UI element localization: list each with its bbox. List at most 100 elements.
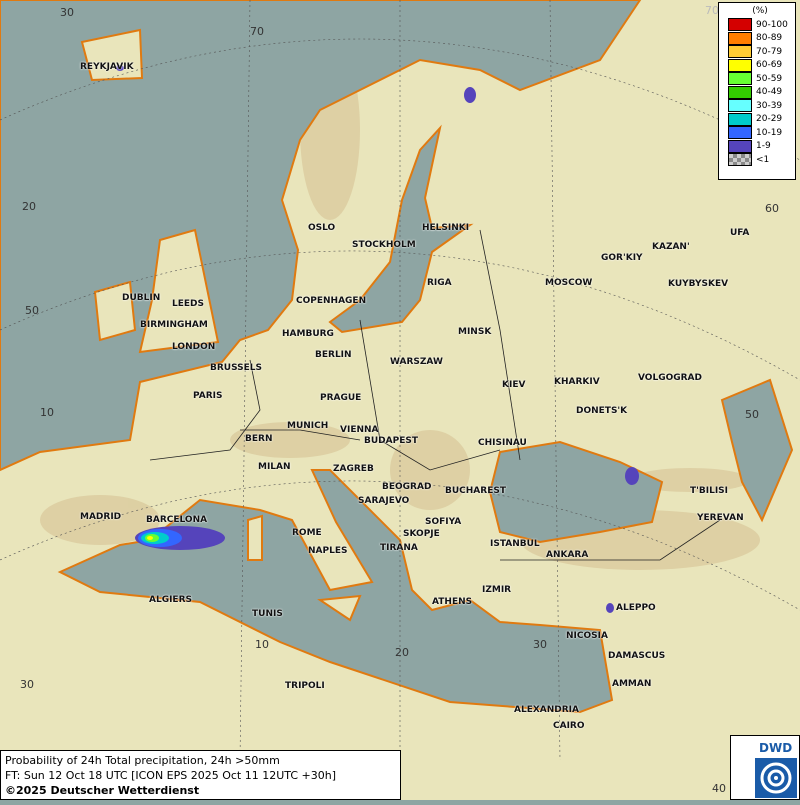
dwd-logo: DWD: [730, 735, 800, 800]
legend-label: 30-39: [756, 100, 783, 111]
city-label: PARIS: [193, 391, 223, 401]
city-label: ANKARA: [546, 550, 589, 560]
city-label: ALEPPO: [616, 603, 656, 613]
legend-label: 70-79: [756, 46, 783, 57]
islands: [80, 28, 362, 622]
city-label: BRUSSELS: [210, 363, 263, 373]
iceland: [80, 28, 144, 82]
legend-swatch: [728, 126, 752, 140]
legend-label: 20-29: [756, 114, 783, 125]
city-label: HAMBURG: [282, 329, 334, 339]
legend-item: 50-59: [719, 72, 795, 86]
graticule: [0, 0, 800, 761]
borders: [149, 229, 721, 561]
legend-swatch: [728, 31, 752, 45]
city-label: GOR'KIY: [601, 253, 643, 263]
grid-label: 30: [60, 6, 74, 19]
grid-label: 50: [745, 408, 759, 421]
legend-swatch: [728, 72, 752, 86]
city-label: BIRMINGHAM: [140, 320, 208, 330]
city-label: ISTANBUL: [490, 539, 540, 549]
caspian-sea: [720, 378, 794, 523]
city-label: MILAN: [258, 462, 291, 472]
city-label: RIGA: [427, 278, 452, 288]
legend-label: 50-59: [756, 73, 783, 84]
city-label: TUNIS: [252, 609, 283, 619]
city-label: SARAJEVO: [358, 496, 410, 506]
city-label: REYKJAVIK: [80, 62, 134, 72]
city-label: DAMASCUS: [608, 651, 666, 661]
city-label: COPENHAGEN: [296, 296, 367, 306]
sicily: [317, 594, 362, 622]
city-label: KAZAN': [652, 242, 690, 252]
city-label: BERN: [245, 434, 273, 444]
city-label: WARSZAW: [390, 357, 443, 367]
legend-swatch: [728, 18, 752, 32]
city-label: LEEDS: [172, 299, 204, 309]
city-label: UFA: [730, 228, 750, 238]
legend-item: 40-49: [719, 85, 795, 100]
city-label: STOCKHOLM: [352, 240, 416, 250]
city-label: AMMAN: [612, 679, 652, 689]
city-label: KUYBYSKEV: [668, 279, 729, 289]
grid-label: 10: [255, 638, 269, 651]
legend-label: 40-49: [756, 87, 783, 98]
grid-label: 70: [705, 4, 719, 17]
grid-label: 10: [40, 406, 54, 419]
city-label: HELSINKI: [422, 223, 470, 233]
city-label: BARCELONA: [146, 515, 208, 525]
city-label: PRAGUE: [320, 393, 362, 403]
great-britain: [138, 228, 220, 354]
caption-title: Probability of 24h Total precipitation, …: [5, 754, 280, 767]
legend-item: 90-100: [719, 18, 795, 32]
city-label: T'BILISI: [690, 486, 729, 496]
city-label: DONETS'K: [576, 406, 628, 416]
city-label: OSLO: [308, 223, 336, 233]
grid-label: 20: [22, 200, 36, 213]
legend-label: 80-89: [756, 33, 783, 44]
city-label: ALGIERS: [149, 595, 192, 605]
legend-unit: (%): [752, 6, 768, 16]
city-label: BEOGRAD: [382, 482, 432, 492]
city-label: DUBLIN: [122, 293, 161, 303]
city-label: TIRANA: [380, 543, 418, 553]
city-label: TRIPOLI: [285, 681, 325, 691]
caption-copyright: ©2025 Deutscher Wetterdienst: [5, 784, 200, 797]
city-label: CHISINAU: [478, 438, 527, 448]
legend-item: 70-79: [719, 45, 795, 59]
legend-swatch: [728, 99, 752, 113]
city-label: YEREVAN: [697, 513, 744, 523]
city-label: ROME: [292, 528, 322, 538]
city-label: ZAGREB: [333, 464, 374, 474]
city-label: SKOPJE: [403, 529, 440, 539]
legend-item: 30-39: [719, 99, 795, 113]
logo-text: DWD: [759, 741, 793, 755]
caption-box: Probability of 24h Total precipitation, …: [0, 750, 401, 800]
city-label: MADRID: [80, 512, 122, 522]
city-label: MINSK: [458, 327, 492, 337]
legend-label: 90-100: [756, 19, 788, 30]
city-label: KHARKIV: [554, 377, 600, 387]
grid-label: 50: [25, 304, 39, 317]
sardinia: [247, 514, 263, 561]
city-label: MOSCOW: [545, 278, 593, 288]
legend-swatch: [728, 153, 752, 167]
grid-label: 60: [765, 202, 779, 215]
legend-item: <1: [719, 153, 795, 167]
city-label: NAPLES: [308, 546, 348, 556]
grid-label: 20: [395, 646, 409, 659]
legend-label: 1-9: [756, 141, 771, 152]
city-label: NICOSIA: [566, 631, 608, 641]
precip-areas: [116, 65, 639, 613]
dwd-swirl-icon: [755, 758, 797, 798]
city-label: BERLIN: [315, 350, 352, 360]
legend-label: 10-19: [756, 127, 783, 138]
black-sea: [488, 440, 664, 544]
grid-label: 30: [533, 638, 547, 651]
city-label: IZMIR: [482, 585, 512, 595]
legend: (%) 90-100 80-89 70-79 60-69 50-59 40-49 30-39…: [718, 2, 796, 180]
city-label: VIENNA: [340, 425, 379, 435]
city-label: CAIRO: [553, 721, 585, 731]
grid-label: 70: [250, 25, 264, 38]
